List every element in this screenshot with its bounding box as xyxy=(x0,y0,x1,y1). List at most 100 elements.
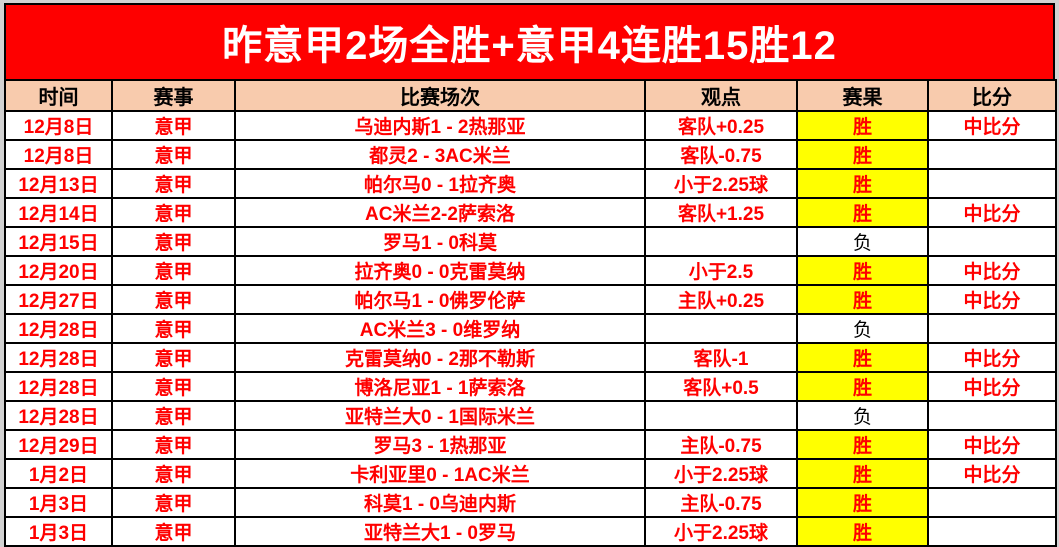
table-body: 12月8日 意甲 乌迪内斯1 - 2热那亚 客队+0.25 胜中比分 12月8日 意甲 都灵2… xyxy=(4,110,1057,547)
date-cell: 12月20日 xyxy=(4,255,113,286)
result-cell: 胜 xyxy=(796,168,929,199)
match-cell: 亚特兰大1 - 0罗马 xyxy=(234,516,646,547)
table-row: 12月28日 意甲 亚特兰大0 - 1国际米兰 负 xyxy=(4,400,1057,431)
table-row: 12月8日 意甲 都灵2 - 3AC米兰 客队-0.75 胜 xyxy=(4,139,1057,170)
view-cell: 客队+0.25 xyxy=(644,110,798,141)
view-cell xyxy=(644,313,798,344)
match-cell: 卡利亚里0 - 1AC米兰 xyxy=(234,458,646,489)
col-header-league: 赛事 xyxy=(111,79,236,112)
view-cell: 小于2.25球 xyxy=(644,168,798,199)
view-cell: 客队+0.5 xyxy=(644,371,798,402)
note-cell: 中比分 xyxy=(927,429,1057,460)
match-cell: 都灵2 - 3AC米兰 xyxy=(234,139,646,170)
note-cell: 中比分 xyxy=(927,458,1057,489)
view-cell: 主队+0.25 xyxy=(644,284,798,315)
note-cell xyxy=(927,139,1057,170)
table-row: 1月3日 意甲 科莫1 - 0乌迪内斯 主队-0.75 胜 xyxy=(4,487,1057,518)
match-cell: 乌迪内斯1 - 2热那亚 xyxy=(234,110,646,141)
note-cell xyxy=(927,168,1057,199)
match-cell: 科莫1 - 0乌迪内斯 xyxy=(234,487,646,518)
col-header-view: 观点 xyxy=(644,79,798,112)
view-cell: 小于2.5 xyxy=(644,255,798,286)
date-cell: 12月28日 xyxy=(4,313,113,344)
match-cell: 罗马3 - 1热那亚 xyxy=(234,429,646,460)
result-cell: 胜 xyxy=(796,487,929,518)
league-cell: 意甲 xyxy=(111,487,236,518)
view-cell: 客队-0.75 xyxy=(644,139,798,170)
result-cell: 胜 xyxy=(796,255,929,286)
league-cell: 意甲 xyxy=(111,313,236,344)
table-row: 12月27日 意甲 帕尔马1 - 0佛罗伦萨 主队+0.25 胜中比分 xyxy=(4,284,1057,315)
league-cell: 意甲 xyxy=(111,458,236,489)
view-cell xyxy=(644,226,798,257)
match-cell: 亚特兰大0 - 1国际米兰 xyxy=(234,400,646,431)
result-cell: 负 xyxy=(796,400,929,431)
table-row: 12月29日 意甲 罗马3 - 1热那亚 主队-0.75 胜中比分 xyxy=(4,429,1057,460)
note-cell xyxy=(927,226,1057,257)
result-cell: 胜 xyxy=(796,458,929,489)
league-cell: 意甲 xyxy=(111,168,236,199)
match-cell: AC米兰2-2萨索洛 xyxy=(234,197,646,228)
note-cell: 中比分 xyxy=(927,342,1057,373)
match-cell: 罗马1 - 0科莫 xyxy=(234,226,646,257)
view-cell: 客队-1 xyxy=(644,342,798,373)
header-row: 时间 赛事 比赛场次 观点 赛果 比分 xyxy=(4,79,1057,112)
result-cell: 胜 xyxy=(796,110,929,141)
col-header-time: 时间 xyxy=(4,79,113,112)
col-header-result: 赛果 xyxy=(796,79,929,112)
league-cell: 意甲 xyxy=(111,516,236,547)
league-cell: 意甲 xyxy=(111,197,236,228)
view-cell: 客队+1.25 xyxy=(644,197,798,228)
league-cell: 意甲 xyxy=(111,139,236,170)
table-row: 12月8日 意甲 乌迪内斯1 - 2热那亚 客队+0.25 胜中比分 xyxy=(4,110,1057,141)
note-cell: 中比分 xyxy=(927,284,1057,315)
league-cell: 意甲 xyxy=(111,371,236,402)
date-cell: 12月28日 xyxy=(4,371,113,402)
date-cell: 12月14日 xyxy=(4,197,113,228)
view-cell xyxy=(644,400,798,431)
result-cell: 胜 xyxy=(796,139,929,170)
league-cell: 意甲 xyxy=(111,342,236,373)
league-cell: 意甲 xyxy=(111,255,236,286)
col-header-match: 比赛场次 xyxy=(234,79,646,112)
date-cell: 1月2日 xyxy=(4,458,113,489)
view-cell: 主队-0.75 xyxy=(644,487,798,518)
note-cell xyxy=(927,516,1057,547)
date-cell: 12月15日 xyxy=(4,226,113,257)
table-row: 12月28日 意甲 克雷莫纳0 - 2那不勒斯 客队-1 胜中比分 xyxy=(4,342,1057,373)
note-cell: 中比分 xyxy=(927,110,1057,141)
match-cell: 帕尔马0 - 1拉齐奥 xyxy=(234,168,646,199)
table-row: 12月14日 意甲 AC米兰2-2萨索洛 客队+1.25 胜中比分 xyxy=(4,197,1057,228)
date-cell: 12月13日 xyxy=(4,168,113,199)
results-table: 时间 赛事 比赛场次 观点 赛果 比分 12月8日 意甲 乌迪内斯1 - 2热那亚客… xyxy=(4,79,1057,547)
result-cell: 胜 xyxy=(796,429,929,460)
date-cell: 12月28日 xyxy=(4,342,113,373)
view-cell: 小于2.25球 xyxy=(644,458,798,489)
note-cell: 中比分 xyxy=(927,197,1057,228)
league-cell: 意甲 xyxy=(111,226,236,257)
league-cell: 意甲 xyxy=(111,429,236,460)
league-cell: 意甲 xyxy=(111,400,236,431)
league-cell: 意甲 xyxy=(111,284,236,315)
date-cell: 12月28日 xyxy=(4,400,113,431)
match-cell: AC米兰3 - 0维罗纳 xyxy=(234,313,646,344)
view-cell: 主队-0.75 xyxy=(644,429,798,460)
date-cell: 12月27日 xyxy=(4,284,113,315)
table-row: 12月13日 意甲 帕尔马0 - 1拉齐奥 小于2.25球胜 xyxy=(4,168,1057,199)
date-cell: 1月3日 xyxy=(4,487,113,518)
note-cell: 中比分 xyxy=(927,371,1057,402)
league-cell: 意甲 xyxy=(111,110,236,141)
table-row: 12月20日 意甲 拉齐奥0 - 0克雷莫纳 小于2.5 胜中比分 xyxy=(4,255,1057,286)
result-cell: 胜 xyxy=(796,284,929,315)
result-cell: 负 xyxy=(796,313,929,344)
result-cell: 胜 xyxy=(796,197,929,228)
match-cell: 拉齐奥0 - 0克雷莫纳 xyxy=(234,255,646,286)
note-cell: 中比分 xyxy=(927,255,1057,286)
note-cell xyxy=(927,400,1057,431)
banner-title: 昨意甲2场全胜+意甲4连胜15胜12 xyxy=(222,24,837,68)
col-header-score: 比分 xyxy=(927,79,1057,112)
match-cell: 帕尔马1 - 0佛罗伦萨 xyxy=(234,284,646,315)
match-cell: 克雷莫纳0 - 2那不勒斯 xyxy=(234,342,646,373)
result-cell: 胜 xyxy=(796,342,929,373)
match-cell: 博洛尼亚1 - 1萨索洛 xyxy=(234,371,646,402)
